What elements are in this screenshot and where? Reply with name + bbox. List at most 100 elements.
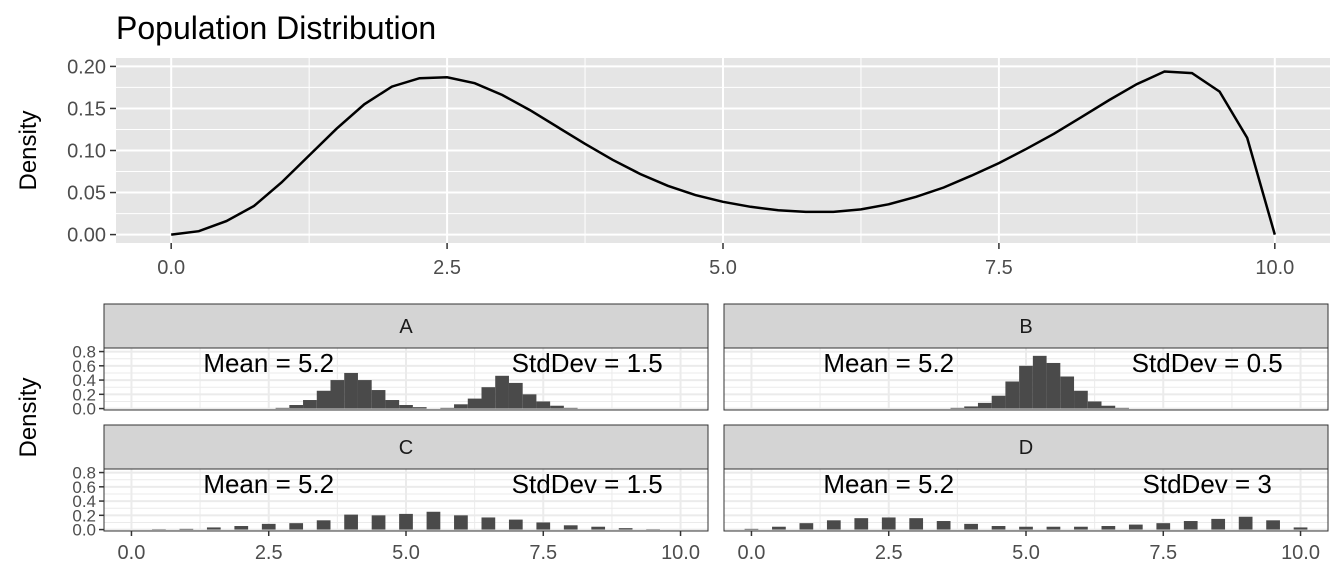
histogram-bar <box>1074 526 1088 530</box>
facet-strip <box>723 424 1329 470</box>
histogram-bar <box>563 407 578 409</box>
histogram-bar <box>563 525 578 530</box>
facet-panel-border <box>103 347 709 411</box>
histogram-bar <box>467 398 482 409</box>
y-tick-label: 0.05 <box>67 183 106 205</box>
stddev-annotation: StdDev = 0.5 <box>1132 348 1283 378</box>
histogram-bar <box>275 407 290 409</box>
histogram-bar <box>316 390 331 409</box>
histogram-bar <box>550 405 564 409</box>
y-tick-label: 0.8 <box>72 464 96 483</box>
histogram-bar <box>977 402 992 409</box>
stddev-annotation: StdDev = 1.5 <box>512 348 663 378</box>
histogram-bar <box>330 380 345 409</box>
x-tick-label: 5.0 <box>709 257 737 279</box>
histogram-bar <box>799 523 814 530</box>
histogram-bar <box>826 520 841 530</box>
histogram-bar <box>179 528 194 530</box>
y-tick-label: 0.20 <box>67 56 106 78</box>
y-tick-label: 0.6 <box>72 357 96 376</box>
histogram-bar <box>1060 376 1075 409</box>
histogram-bar <box>495 375 509 409</box>
histogram-bar <box>454 404 468 409</box>
histogram-bar <box>261 523 276 530</box>
histogram-bar <box>344 514 358 530</box>
histogram-bar <box>289 405 304 409</box>
histogram-bar <box>964 406 978 409</box>
stddev-annotation: StdDev = 1.5 <box>512 469 663 499</box>
facet-strip-label: C <box>399 437 413 459</box>
facet-panel-a: A Mean = 5.2 StdDev = 1.5 0.00.20.40.60.8 <box>72 303 709 419</box>
histogram-bar <box>1074 390 1088 409</box>
y-tick-label: 0.00 <box>67 225 106 247</box>
mean-annotation: Mean = 5.2 <box>823 348 954 378</box>
facet-strip-label: B <box>1019 316 1032 338</box>
y-tick-label: 0.6 <box>72 478 96 497</box>
histogram-bar <box>399 405 413 409</box>
histogram-bar <box>744 528 759 530</box>
histogram-bar <box>1101 526 1116 530</box>
facet-panel-border <box>723 347 1329 411</box>
x-tick-label: 0.0 <box>118 542 146 564</box>
x-tick-label: 10.0 <box>1281 542 1320 564</box>
y-tick-label: 0.2 <box>72 385 96 404</box>
histogram-bar <box>1101 405 1116 409</box>
histogram-bar <box>618 528 633 530</box>
histogram-bar <box>426 511 441 530</box>
x-tick-label: 5.0 <box>392 542 420 564</box>
y-tick-label: 0.4 <box>72 492 96 511</box>
x-tick-label: 7.5 <box>529 542 557 564</box>
histogram-bar <box>371 390 386 409</box>
y-tick-label: 0.4 <box>72 371 96 390</box>
histogram-bar <box>316 520 331 530</box>
histogram-bar <box>950 407 965 409</box>
histogram-bar <box>508 519 523 530</box>
mean-annotation: Mean = 5.2 <box>823 469 954 499</box>
histogram-bar <box>1019 526 1033 530</box>
histogram-bar <box>1183 521 1198 530</box>
y-tick-label: 0.8 <box>72 343 96 362</box>
facet-strip <box>103 303 709 349</box>
histogram-bar <box>1211 518 1226 530</box>
histogram-bar <box>357 380 372 409</box>
population-density-chart: 0.0 2.5 5.0 7.5 10.0 0.00 0.05 0.10 0.15 0.20 Dens… <box>15 56 1330 279</box>
histogram-bar <box>1087 401 1102 409</box>
histogram-bar <box>1032 355 1047 409</box>
histogram-bar <box>344 372 358 409</box>
histogram-bar <box>591 526 606 530</box>
mean-annotation: Mean = 5.2 <box>203 348 334 378</box>
histogram-bar <box>454 515 468 530</box>
histogram-bar <box>536 522 551 530</box>
stddev-annotation: StdDev = 3 <box>1143 469 1272 499</box>
histogram-bar <box>1266 520 1280 530</box>
top-chart-title: Population Distribution <box>116 10 436 46</box>
y-tick-label: 0.15 <box>67 98 106 120</box>
histogram-bar <box>1238 516 1253 530</box>
histogram-bar <box>1019 365 1033 409</box>
histogram-bar <box>1156 523 1171 530</box>
facet-strip-label: A <box>399 316 413 338</box>
x-tick-label: 10.0 <box>1255 257 1294 279</box>
histogram-bar <box>1046 526 1061 530</box>
facet-panel-d: D Mean = 5.2 StdDev = 3 0.0 2.5 5.0 7.5 10.0 <box>723 424 1329 564</box>
histogram-bar <box>412 407 427 409</box>
histogram-bar <box>1115 407 1129 409</box>
facet-panel-b: B Mean = 5.2 StdDev = 0.5 <box>723 303 1329 411</box>
density-line <box>171 70 1277 236</box>
histogram-bar <box>881 517 896 530</box>
histogram-bar <box>481 387 496 409</box>
histogram-bar <box>1293 527 1308 530</box>
y-tick-label: 0.0 <box>72 521 96 540</box>
facet-strip-label: D <box>1019 437 1033 459</box>
histogram-bar <box>289 523 304 530</box>
facet-strip <box>103 424 709 470</box>
mean-annotation: Mean = 5.2 <box>203 469 334 499</box>
histogram-bar <box>234 526 249 530</box>
y-tick-label: 0.0 <box>72 400 96 419</box>
histogram-bar <box>1128 524 1143 530</box>
x-tick-label: 2.5 <box>433 257 461 279</box>
histogram-bar <box>854 518 869 530</box>
histogram-bar <box>991 526 1006 530</box>
